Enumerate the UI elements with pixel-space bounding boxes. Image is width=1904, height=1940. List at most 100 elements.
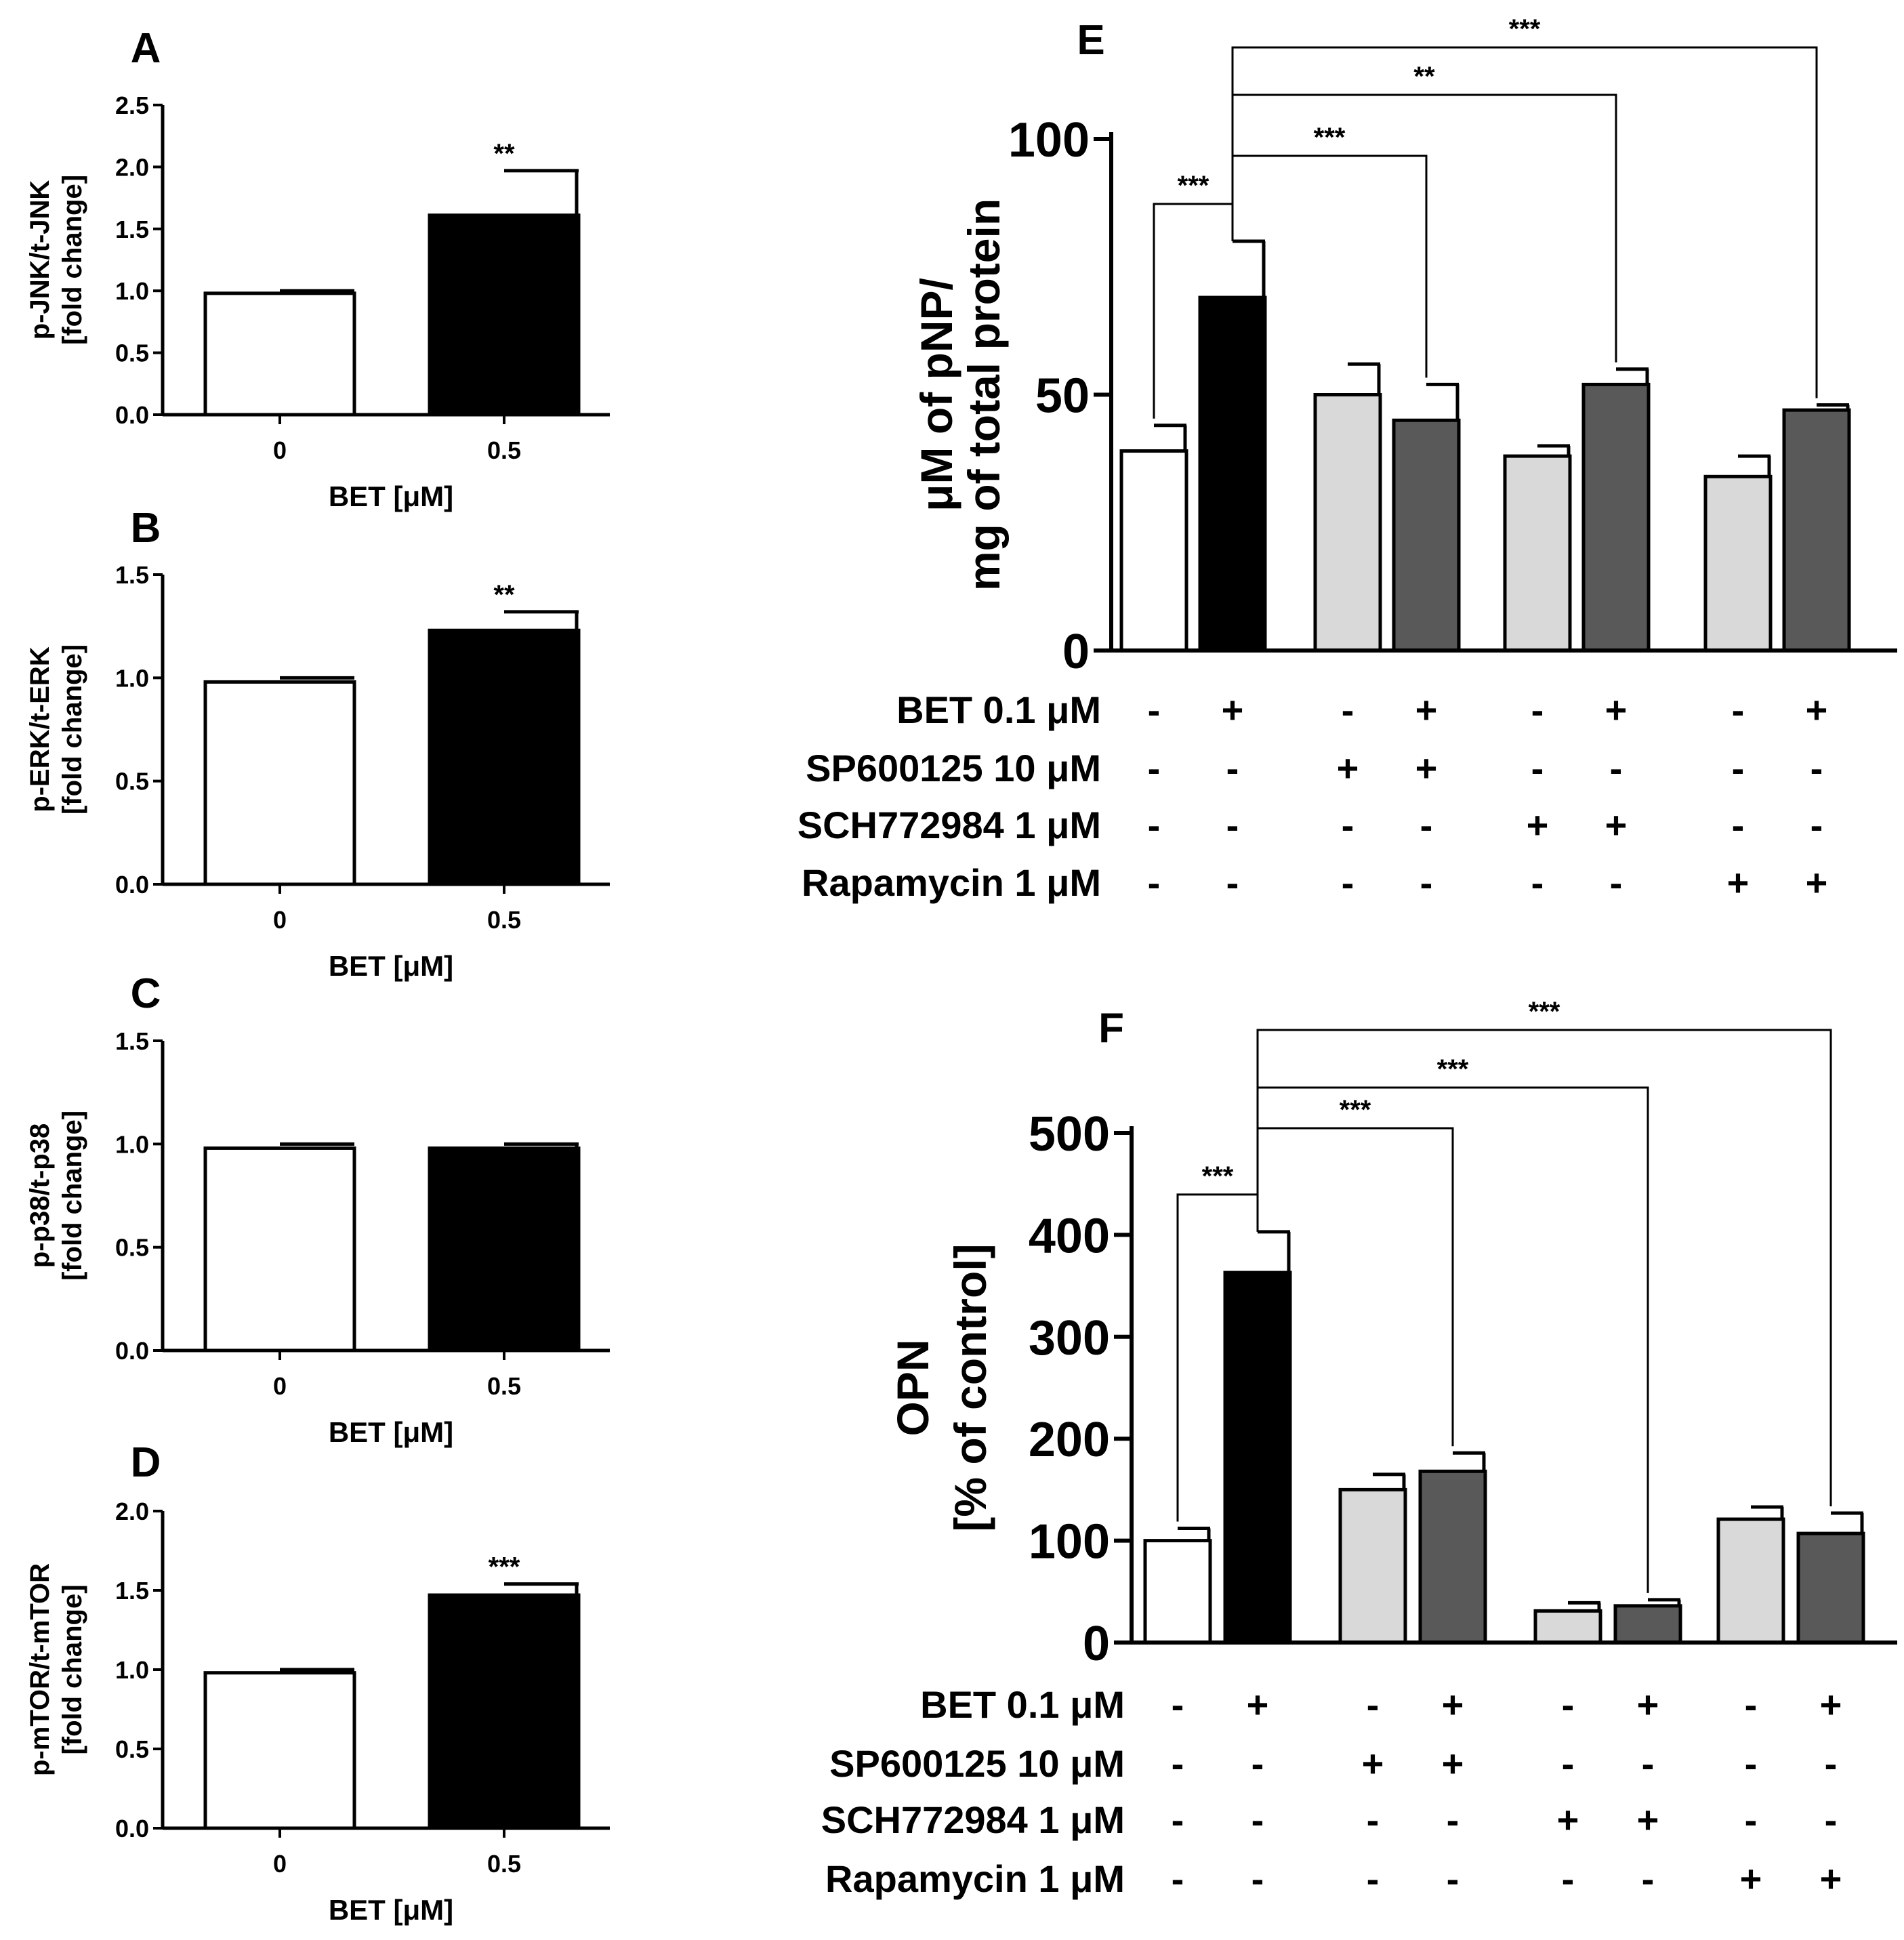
y-axis-title: [fold change] [58, 175, 87, 345]
panel-letter-B: B [131, 505, 161, 552]
bar [203, 1671, 356, 1830]
x-tick-label: 0 [273, 436, 287, 464]
y-tick-label: 0 [1062, 625, 1090, 679]
bar [1338, 1487, 1407, 1645]
treatment-sign: + [1415, 688, 1438, 731]
significance-label: ** [493, 139, 515, 169]
treatment-sign: + [1605, 804, 1628, 846]
y-tick-label: 0.0 [115, 1815, 149, 1842]
treatment-label: BET 0.1 μM [920, 1683, 1125, 1726]
bar [428, 1146, 581, 1353]
treatment-sign: - [1148, 804, 1161, 846]
treatment-sign: - [1610, 747, 1623, 789]
treatment-sign: - [1172, 1683, 1184, 1726]
treatment-sign: + [1605, 688, 1628, 731]
y-tick-label: 0 [1083, 1617, 1110, 1671]
treatment-sign: - [1825, 1742, 1838, 1785]
y-tick-label: 2.0 [115, 1498, 149, 1525]
y-tick-label: 0.5 [115, 339, 149, 367]
significance-label: *** [1178, 171, 1209, 201]
treatment-label: SP600125 10 μM [806, 747, 1101, 789]
treatment-sign: - [1810, 804, 1823, 846]
treatment-label: BET 0.1 μM [896, 688, 1101, 731]
bar [1392, 418, 1461, 653]
y-axis-title: [fold change] [58, 1584, 87, 1754]
treatment-sign: + [1806, 688, 1828, 731]
x-tick-label: 0.5 [487, 1850, 521, 1878]
x-axis-title: BET [μM] [329, 1894, 453, 1926]
treatment-sign: - [1745, 1742, 1758, 1785]
y-axis-title: [fold change] [58, 644, 87, 814]
y-tick-label: 1.0 [115, 277, 149, 305]
y-axis-title: p-ERK/t-ERK [25, 646, 55, 812]
treatment-sign: + [1820, 1683, 1842, 1726]
y-tick-label: 400 [1029, 1209, 1110, 1263]
y-tick-label: 0.5 [115, 1735, 149, 1763]
treatment-sign: - [1562, 1742, 1575, 1785]
treatment-sign: - [1251, 1742, 1264, 1785]
x-axis-title: BET [μM] [329, 480, 453, 512]
bar [1716, 1517, 1785, 1645]
treatment-sign: - [1642, 1742, 1655, 1785]
bar [1581, 382, 1651, 653]
x-tick-label: 0.5 [487, 906, 521, 934]
treatment-sign: - [1367, 1857, 1380, 1900]
treatment-sign: - [1447, 1857, 1460, 1900]
bar [1313, 393, 1382, 653]
y-tick-label: 1.0 [115, 1130, 149, 1158]
y-tick-label: 1.0 [115, 664, 149, 692]
treatment-sign: - [1642, 1857, 1655, 1900]
treatment-sign: + [1727, 861, 1750, 904]
significance-label: *** [1437, 1054, 1469, 1084]
treatment-sign: + [1637, 1683, 1659, 1726]
treatment-sign: - [1367, 1683, 1380, 1726]
y-tick-label: 50 [1035, 369, 1090, 424]
bar [1503, 454, 1572, 653]
y-tick-label: 200 [1029, 1413, 1110, 1467]
significance-label: *** [1340, 1095, 1371, 1125]
bar [1143, 1539, 1212, 1645]
panel-letter-A: A [131, 25, 161, 72]
significance-bracket [1231, 46, 1818, 398]
bar [1796, 1531, 1865, 1645]
treatment-sign: - [1732, 804, 1745, 846]
x-axis-title: BET [μM] [329, 1416, 453, 1448]
treatment-sign: + [1806, 861, 1828, 904]
y-tick-label: 0.0 [115, 1337, 149, 1365]
significance-label: ** [1413, 62, 1435, 91]
treatment-sign: + [1442, 1742, 1464, 1785]
treatment-sign: - [1531, 688, 1544, 731]
treatment-sign: - [1172, 1798, 1184, 1841]
bar [428, 628, 581, 886]
treatment-sign: - [1447, 1798, 1460, 1841]
y-tick-label: 1.0 [115, 1656, 149, 1684]
treatment-sign: - [1745, 1798, 1758, 1841]
y-axis-title: μM of pNP/ [911, 278, 961, 512]
treatment-sign: - [1172, 1742, 1184, 1785]
treatment-sign: - [1367, 1798, 1380, 1841]
y-tick-label: 0.5 [115, 1234, 149, 1262]
y-tick-label: 0.0 [115, 401, 149, 429]
significance-bracket [1153, 203, 1234, 419]
treatment-sign: + [1247, 1683, 1269, 1726]
treatment-sign: + [1527, 804, 1549, 846]
treatment-sign: - [1825, 1798, 1838, 1841]
treatment-sign: + [1442, 1683, 1464, 1726]
y-tick-label: 2.0 [115, 153, 149, 181]
treatment-label: SP600125 10 μM [829, 1742, 1125, 1785]
y-tick-label: 1.5 [115, 561, 149, 589]
bar [428, 1593, 581, 1830]
y-tick-label: 100 [1008, 113, 1090, 167]
treatment-sign: - [1531, 747, 1544, 789]
panel-letter-C: C [131, 970, 161, 1017]
treatment-sign: - [1420, 861, 1433, 904]
treatment-sign: - [1148, 861, 1161, 904]
treatment-label: Rapamycin 1 μM [825, 1857, 1125, 1900]
y-axis-title: p-mTOR/t-mTOR [25, 1563, 55, 1776]
x-tick-label: 0 [273, 906, 287, 934]
bar [1613, 1604, 1682, 1645]
bar [1223, 1271, 1292, 1645]
treatment-sign: - [1562, 1857, 1575, 1900]
treatment-sign: + [1362, 1742, 1384, 1785]
